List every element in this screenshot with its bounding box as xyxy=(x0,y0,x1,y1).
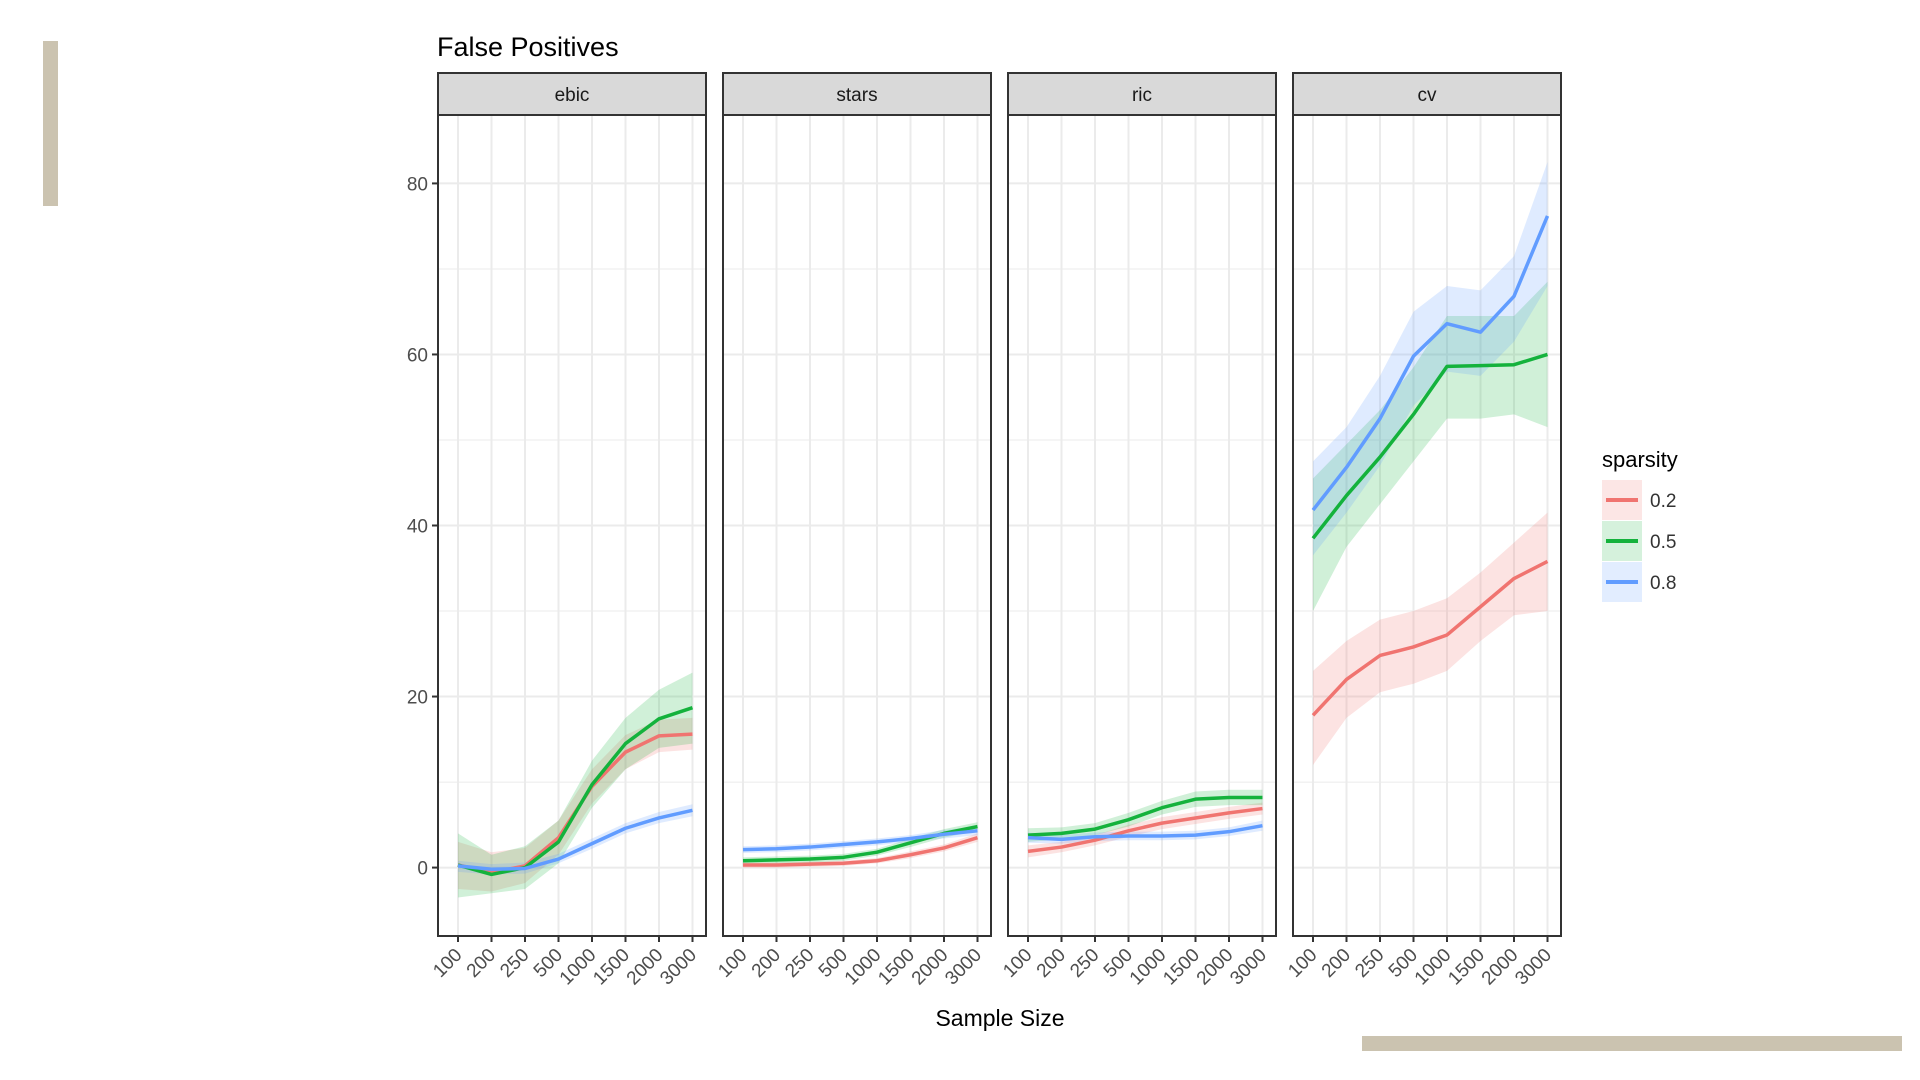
x-tick-label: 200 xyxy=(463,945,500,982)
x-tick-label: 1500 xyxy=(874,945,919,990)
x-tick-label: 100 xyxy=(714,945,751,982)
series-line-0.5 xyxy=(1027,795,1263,837)
x-tick-label: 1000 xyxy=(1411,945,1456,990)
facet-strip xyxy=(1292,72,1562,116)
x-tick-label: 1000 xyxy=(841,945,886,990)
x-tick-label: 100 xyxy=(999,945,1036,982)
x-tick-label: 100 xyxy=(429,945,466,982)
x-tick-label: 1500 xyxy=(1444,945,1489,990)
y-tick-label: 40 xyxy=(407,517,428,538)
x-tick-label: 3000 xyxy=(1511,945,1556,990)
x-tick-label: 250 xyxy=(1351,945,1388,982)
legend-label-0.8: 0.8 xyxy=(1650,573,1676,594)
series-line-0.2 xyxy=(743,835,979,867)
confidence-band-0.8 xyxy=(458,804,693,875)
decorative-bottom-bar xyxy=(1362,1036,1902,1051)
x-axis-title: Sample Size xyxy=(935,1005,1064,1031)
chart-title: False Positives xyxy=(437,32,619,62)
x-tick-label: 250 xyxy=(1066,945,1103,982)
legend-label-0.5: 0.5 xyxy=(1650,532,1676,553)
legend-label-0.2: 0.2 xyxy=(1650,491,1676,512)
x-tick-label: 3000 xyxy=(1226,945,1271,990)
x-tick-label: 1500 xyxy=(589,945,634,990)
x-tick-label: 200 xyxy=(1318,945,1355,982)
facet-strip xyxy=(722,72,992,116)
facet-panels: 020406080ebic100200250500100015002000300… xyxy=(407,72,1562,990)
y-tick-label: 80 xyxy=(407,174,428,195)
x-tick-label: 1000 xyxy=(556,945,601,990)
confidence-band-0.2 xyxy=(1313,512,1548,765)
x-tick-label: 200 xyxy=(1033,945,1070,982)
x-tick-label: 250 xyxy=(496,945,533,982)
series-line-0.8 xyxy=(1027,823,1263,842)
y-tick-label: 0 xyxy=(417,859,428,880)
x-tick-label: 250 xyxy=(781,945,818,982)
series-line-0.5 xyxy=(457,705,694,877)
series-line-0.5 xyxy=(1311,352,1549,540)
x-tick-label: 2000 xyxy=(1478,945,1523,990)
decorative-left-bar xyxy=(43,41,58,206)
confidence-band-0.5 xyxy=(458,672,693,898)
facet-label: stars xyxy=(836,85,877,106)
legend-title: sparsity xyxy=(1602,447,1678,472)
x-tick-label: 100 xyxy=(1284,945,1321,982)
x-tick-label: 2000 xyxy=(623,945,668,990)
y-tick-label: 60 xyxy=(407,345,428,366)
facet-label: ric xyxy=(1132,85,1152,106)
x-tick-label: 1000 xyxy=(1126,945,1171,990)
series-line-0.8 xyxy=(1311,215,1550,512)
facet-label: ebic xyxy=(555,85,590,106)
x-tick-label: 2000 xyxy=(1193,945,1238,990)
facet-strip xyxy=(437,72,707,116)
x-tick-label: 3000 xyxy=(941,945,986,990)
x-tick-label: 200 xyxy=(748,945,785,982)
facet-strip xyxy=(1007,72,1277,116)
facet-label: cv xyxy=(1418,85,1438,106)
series-line-0.8 xyxy=(742,829,978,852)
series-line-0.2 xyxy=(1027,806,1263,854)
x-tick-label: 2000 xyxy=(908,945,953,990)
legend: sparsity 0.2 0.5 0.8 xyxy=(1602,447,1678,602)
x-tick-label: 1500 xyxy=(1159,945,1204,990)
confidence-band-0.8 xyxy=(1313,162,1548,556)
x-tick-label: 3000 xyxy=(656,945,701,990)
series-line-0.2 xyxy=(1311,559,1549,717)
confidence-band-0.2 xyxy=(458,717,693,892)
y-tick-label: 20 xyxy=(407,688,428,709)
series-line-0.8 xyxy=(457,808,693,872)
